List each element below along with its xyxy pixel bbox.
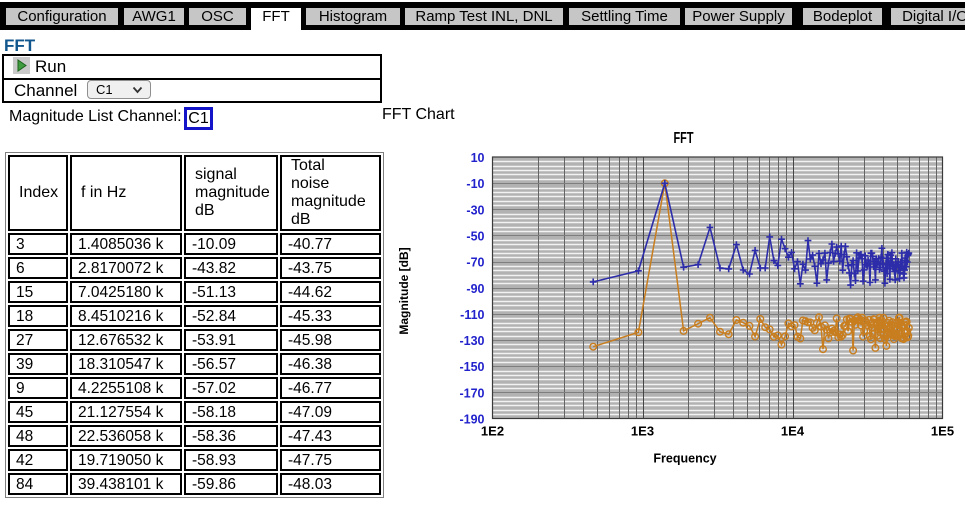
svg-text:Frequency: Frequency <box>653 452 716 466</box>
svg-text:-170: -170 <box>459 386 484 400</box>
svg-text:-190: -190 <box>459 413 484 427</box>
svg-text:10: 10 <box>471 151 485 165</box>
svg-text:Magnitude [dB]: Magnitude [dB] <box>397 247 411 334</box>
svg-text:-50: -50 <box>466 230 484 244</box>
svg-text:-10: -10 <box>466 177 484 191</box>
svg-text:1E3: 1E3 <box>631 424 654 439</box>
svg-text:1E2: 1E2 <box>481 424 504 439</box>
svg-text:-90: -90 <box>466 282 484 296</box>
svg-text:-110: -110 <box>460 308 484 322</box>
svg-text:-130: -130 <box>459 334 484 348</box>
svg-text:-70: -70 <box>466 256 484 270</box>
svg-text:1E5: 1E5 <box>931 424 954 439</box>
svg-text:1E4: 1E4 <box>781 424 805 439</box>
svg-text:-30: -30 <box>466 203 484 217</box>
svg-text:-150: -150 <box>459 360 484 374</box>
svg-text:FFT: FFT <box>674 130 694 147</box>
